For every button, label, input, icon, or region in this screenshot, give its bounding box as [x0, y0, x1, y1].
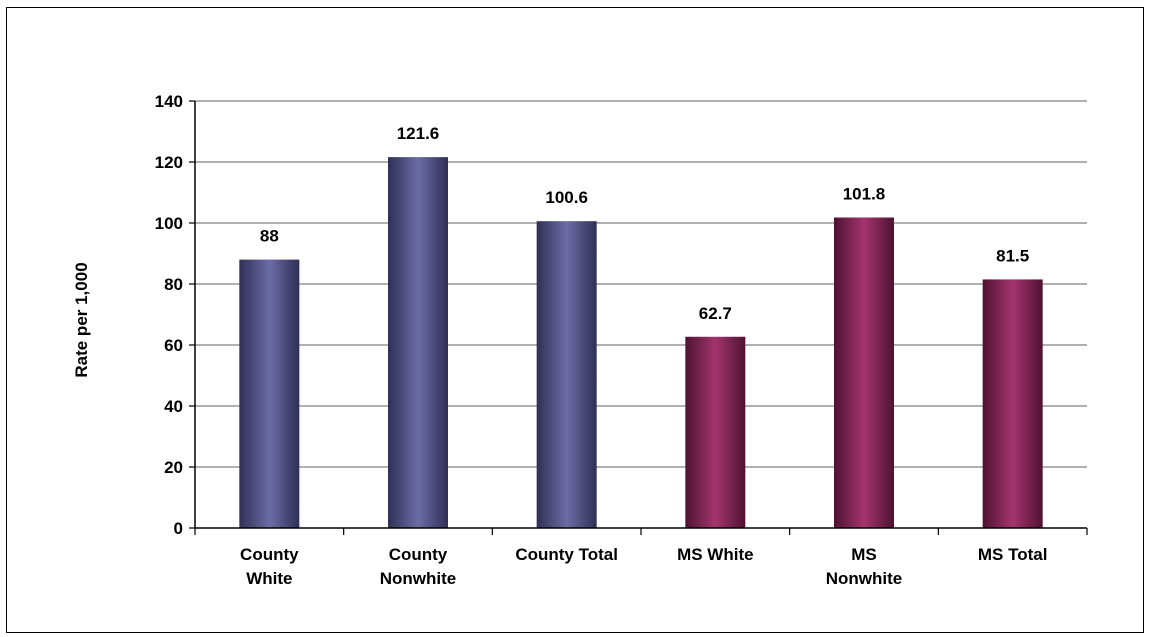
y-tick-label: 140: [155, 92, 183, 111]
data-label: 62.7: [699, 304, 732, 323]
labels: 0 20 40 60 80 100 120 140 88 County White 121.6 Coun…: [155, 92, 1048, 588]
gridlines: [195, 100, 1087, 468]
bar: [536, 221, 597, 529]
bars: [239, 157, 1043, 529]
x-category-label: MS White: [677, 545, 754, 564]
x-category-label: MS Total: [978, 545, 1048, 564]
data-label: 81.5: [996, 246, 1029, 265]
bar-chart: 0 20 40 60 80 100 120 140 88 County White 121.6 Coun…: [72, 92, 1088, 588]
bar: [834, 217, 894, 528]
x-category-label: MS Nonwhite: [826, 545, 903, 588]
y-tick-label: 60: [164, 336, 183, 355]
data-label: 101.8: [843, 185, 886, 204]
bar: [239, 259, 300, 528]
axes: [189, 100, 1088, 535]
x-category-label: County Nonwhite: [380, 545, 457, 588]
y-tick-label: 40: [164, 397, 183, 416]
y-tick-label: 120: [155, 153, 183, 172]
y-axis-label: Rate per 1,000: [72, 262, 91, 377]
data-label: 88: [260, 227, 279, 246]
y-tick-label: 100: [155, 214, 183, 233]
y-tick-label: 20: [164, 458, 183, 477]
y-tick-label: 80: [164, 275, 183, 294]
bar: [685, 336, 746, 528]
data-label: 121.6: [397, 124, 440, 143]
bar: [388, 157, 448, 528]
y-tick-label: 0: [174, 519, 183, 538]
chart-frame: 0 20 40 60 80 100 120 140 88 County White 121.6 Coun…: [6, 7, 1144, 633]
x-category-label: County White: [240, 545, 299, 588]
data-label: 100.6: [545, 188, 588, 207]
x-category-label: County Total: [515, 545, 618, 564]
bar: [982, 279, 1043, 528]
